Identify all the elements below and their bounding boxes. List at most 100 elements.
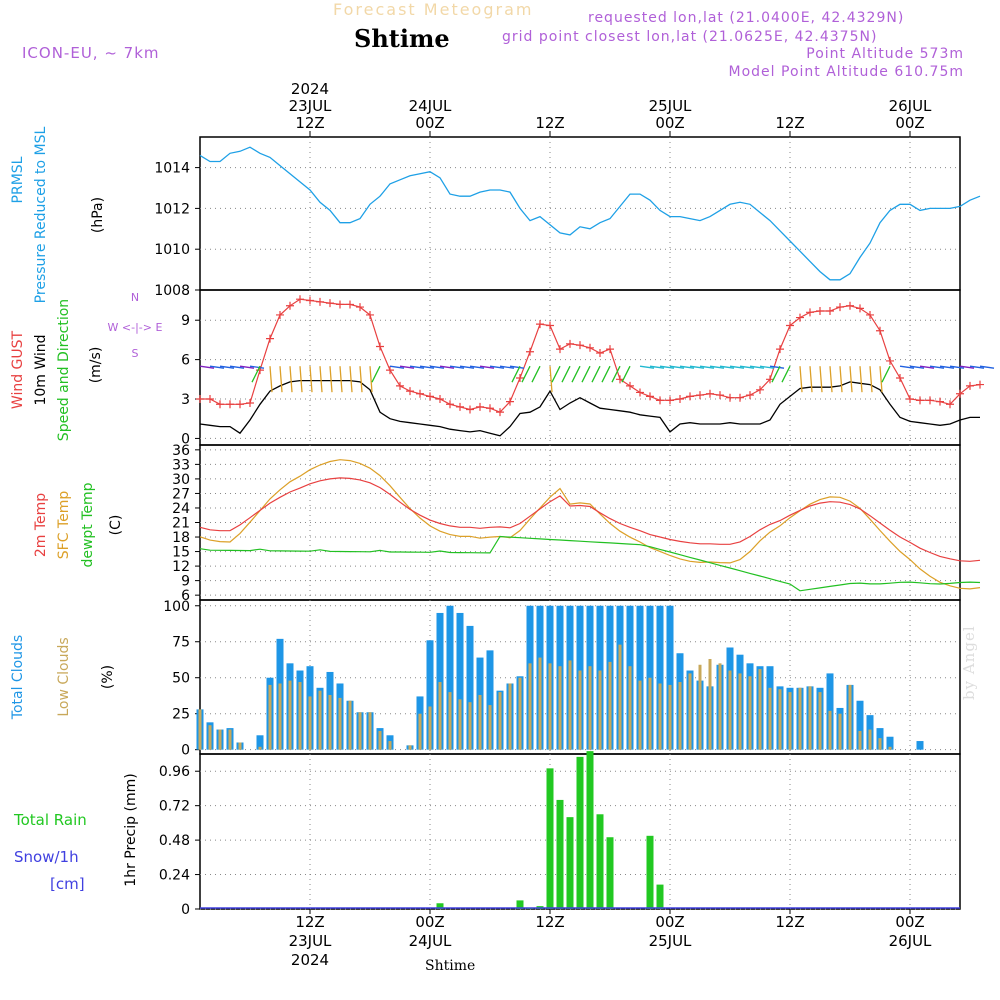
low-cloud-bar (298, 682, 302, 750)
gust-marker (326, 299, 334, 308)
low-cloud-bar (578, 670, 582, 750)
wind-direction-arrow (759, 365, 775, 369)
wind-direction-arrow (209, 365, 225, 369)
low-cloud-bar (518, 677, 522, 750)
wind-direction-arrow (489, 365, 505, 369)
location-title: Shtime (354, 24, 450, 53)
low-cloud-bar (738, 673, 742, 750)
gust-marker (606, 345, 614, 354)
low-clouds-label: Low Clouds (56, 637, 72, 716)
wind-direction-arrow (571, 365, 581, 383)
wind-direction-arrow (869, 366, 873, 393)
gust-marker (226, 400, 234, 409)
wind-direction-arrow (399, 365, 415, 369)
wind-direction-arrow (229, 365, 245, 369)
ytick-label: 1012 (154, 201, 190, 217)
wind-direction-arrow (389, 365, 405, 369)
total-cloud-bar (656, 605, 664, 750)
gust-marker (386, 366, 394, 375)
ytick-label: 0.24 (159, 868, 190, 884)
gust-marker (536, 320, 544, 329)
gust-marker (706, 389, 714, 398)
low-cloud-bar (268, 684, 272, 750)
gust-label: Wind GUST (10, 330, 26, 409)
gust-marker (406, 387, 414, 396)
wind-direction-arrow (771, 365, 781, 383)
rain-bar (556, 799, 564, 909)
low-cloud-bar (368, 712, 372, 750)
low-cloud-bar (608, 661, 612, 750)
time-label-top: 26JUL (889, 97, 932, 115)
low-cloud-bar (598, 670, 602, 750)
wind-direction-arrow (511, 365, 521, 383)
ytick-label: 0 (181, 902, 190, 918)
gust-marker (916, 396, 924, 405)
gust-marker (646, 392, 654, 401)
gust-marker (456, 402, 464, 411)
total-cloud-bar (666, 605, 674, 750)
cloud-unit: (%) (100, 665, 116, 689)
low-cloud-bar (768, 687, 772, 750)
wind-direction-arrow (329, 366, 333, 393)
temp2m-label: 2m Temp (33, 493, 49, 557)
gust-marker (396, 381, 404, 390)
low-cloud-bar (868, 729, 872, 750)
wind-direction-arrow (709, 365, 725, 369)
gust-marker (446, 400, 454, 409)
wind-direction-arrow (269, 366, 273, 393)
ytick-label: 0.72 (159, 799, 190, 815)
wind-direction-arrow (549, 366, 553, 393)
gust-marker (236, 400, 244, 409)
total-cloud-bar (446, 605, 454, 750)
model-point-altitude: Model Point Altitude 610.75m (728, 64, 964, 80)
low-cloud-bar (568, 660, 572, 750)
gust-marker (906, 395, 914, 404)
low-cloud-bar (208, 725, 212, 750)
time-label-top: 00Z (415, 114, 444, 132)
time-label-bottom: 23JUL (289, 932, 332, 950)
time-label-top: 24JUL (409, 97, 452, 115)
low-cloud-bar (798, 687, 802, 750)
wind-direction-arrow (799, 366, 803, 393)
wind-direction-arrow (719, 365, 735, 369)
total-cloud-bar (886, 736, 894, 750)
wind-direction-arrow (689, 365, 705, 369)
wind-direction-arrow (849, 366, 853, 393)
wind-direction-arrow (939, 365, 955, 369)
wind-direction-arrow (551, 365, 561, 383)
ytick-label: 0.48 (159, 833, 190, 849)
ytick-label: 0 (181, 743, 190, 759)
time-label-bottom: 00Z (895, 913, 924, 931)
gust-marker (556, 345, 564, 354)
gust-marker (266, 334, 274, 343)
low-cloud-bar (748, 676, 752, 750)
time-label-bottom: 00Z (655, 913, 684, 931)
low-cloud-bar (288, 680, 292, 750)
rain-label: Total Rain (13, 811, 87, 829)
low-cloud-bar (698, 664, 702, 750)
wind-direction-arrow (979, 365, 995, 369)
time-label-top: 2024 (291, 80, 329, 98)
gust-marker (796, 313, 804, 322)
time-label-top: 12Z (775, 114, 804, 132)
time-label-bottom: 24JUL (409, 932, 452, 950)
wind-direction-arrow (219, 365, 235, 369)
low-cloud-bar (808, 686, 812, 750)
gust-marker (626, 381, 634, 390)
gust-marker (726, 393, 734, 402)
gust-marker (616, 375, 624, 384)
low-cloud-bar (318, 690, 322, 750)
compass-s: S (132, 347, 139, 360)
gust-marker (336, 300, 344, 309)
gust-marker (736, 393, 744, 402)
wind-direction-arrow (499, 365, 515, 369)
gust-marker (596, 349, 604, 358)
wind-direction-arrow (371, 365, 381, 383)
ytick-label: 3 (181, 392, 190, 408)
wind-direction-arrow (509, 365, 525, 369)
time-label-top: 25JUL (649, 97, 692, 115)
gust-marker (826, 307, 834, 316)
low-cloud-bar (758, 669, 762, 750)
gust-marker (816, 307, 824, 316)
low-cloud-bar (648, 677, 652, 750)
